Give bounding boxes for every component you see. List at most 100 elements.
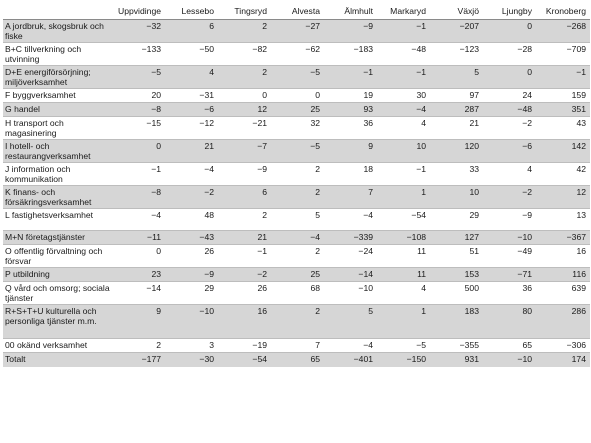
table-cell: −2 — [483, 116, 536, 140]
table-cell: 26 — [218, 281, 271, 305]
table-cell: −150 — [377, 352, 430, 367]
row-label: 00 okänd verksamhet — [3, 338, 112, 353]
table-cell: 36 — [324, 116, 377, 140]
table-cell: −207 — [430, 19, 483, 43]
table-cell: 5 — [430, 65, 483, 89]
table-cell: −9 — [324, 19, 377, 43]
table-cell: −133 — [112, 42, 165, 66]
table-cell: −21 — [218, 116, 271, 140]
table-cell: −1 — [377, 19, 430, 43]
table-cell: 4 — [377, 116, 430, 140]
row-label: I hotell- och restaurangverksamhet — [3, 139, 112, 163]
table-cell: −24 — [324, 244, 377, 268]
table-cell: −5 — [112, 65, 165, 89]
row-label: K finans- och försäkringsverksamhet — [3, 185, 112, 209]
table-cell: 2 — [218, 19, 271, 43]
row-label: R+S+T+U kulturella och personliga tjänst… — [3, 304, 112, 339]
table-cell: 7 — [324, 185, 377, 209]
table-cell: 10 — [430, 185, 483, 209]
table-cell: 5 — [271, 208, 324, 231]
table-row: K finans- och försäkringsverksamhet −8 −2 6… — [3, 185, 590, 209]
table-row: I hotell- och restaurangverksamhet 0 21 −7−… — [3, 139, 590, 163]
column-header: Lessebo — [165, 4, 218, 20]
row-label: Q vård och omsorg; sociala tjänster — [3, 281, 112, 305]
table-cell: −123 — [430, 42, 483, 66]
table-cell: −11 — [112, 230, 165, 245]
table-cell: −54 — [218, 352, 271, 367]
table-cell: 21 — [165, 139, 218, 163]
table-row: G handel −8 −6 12 25 93 −4 287 −48 351 — [3, 102, 590, 117]
table-cell: 116 — [536, 267, 590, 282]
table-cell: −14 — [324, 267, 377, 282]
table-cell: 65 — [271, 352, 324, 367]
table-cell: 4 — [377, 281, 430, 305]
table-cell: 2 — [271, 185, 324, 209]
total-row: Totalt −177 −30 −54 65 −401 −150 931 −10 174 — [3, 352, 590, 367]
table-cell: −28 — [483, 42, 536, 66]
table-cell: 24 — [483, 88, 536, 103]
table-cell: 1 — [377, 304, 430, 339]
table-cell: 2 — [218, 208, 271, 231]
table-cell: 500 — [430, 281, 483, 305]
table-cell: −10 — [483, 352, 536, 367]
table-row: J information och kommunikation −1 −4 −9 2 18… — [3, 162, 590, 186]
table-cell: 0 — [483, 19, 536, 43]
row-label: J information och kommunikation — [3, 162, 112, 186]
table-row: D+E energiförsörjning; miljöverksamhet −5… — [3, 65, 590, 89]
row-label: G handel — [3, 102, 112, 117]
table-cell: −10 — [165, 304, 218, 339]
table-cell: −355 — [430, 338, 483, 353]
table-cell: 23 — [112, 267, 165, 282]
column-header: Uppvidinge — [112, 4, 165, 20]
table-cell: 127 — [430, 230, 483, 245]
table-cell: 351 — [536, 102, 590, 117]
table-cell: 29 — [430, 208, 483, 231]
table-header: Uppvidinge Lessebo Tingsryd Alvesta Älmh… — [3, 4, 590, 20]
table-cell: 12 — [218, 102, 271, 117]
table-cell: 11 — [377, 267, 430, 282]
table-cell: 29 — [165, 281, 218, 305]
table-cell: −5 — [271, 65, 324, 89]
table-cell: 4 — [483, 162, 536, 186]
table-cell: 13 — [536, 208, 590, 231]
table-cell: 2 — [271, 244, 324, 268]
table-cell: 20 — [112, 88, 165, 103]
row-label: O offentlig förvaltning och försvar — [3, 244, 112, 268]
table-cell: −1 — [112, 162, 165, 186]
table-cell: −1 — [377, 162, 430, 186]
table-cell: −401 — [324, 352, 377, 367]
table-cell: 2 — [112, 338, 165, 353]
table-cell: −54 — [377, 208, 430, 231]
table-cell: −8 — [112, 102, 165, 117]
row-label: M+N företagstjänster — [3, 230, 112, 245]
table-cell: −183 — [324, 42, 377, 66]
table-cell: 6 — [218, 185, 271, 209]
table-cell: 80 — [483, 304, 536, 339]
table-cell: −32 — [112, 19, 165, 43]
table-cell: −709 — [536, 42, 590, 66]
table-cell: −27 — [271, 19, 324, 43]
table-cell: 0 — [112, 139, 165, 163]
table-cell: 21 — [430, 116, 483, 140]
table-cell: −1 — [377, 65, 430, 89]
table-cell: −15 — [112, 116, 165, 140]
table-row: R+S+T+U kulturella och personliga tjänst… — [3, 304, 590, 339]
table-cell: 42 — [536, 162, 590, 186]
table-cell: −4 — [377, 102, 430, 117]
table-cell: −108 — [377, 230, 430, 245]
table-cell: 48 — [165, 208, 218, 231]
table-cell: 11 — [377, 244, 430, 268]
table-cell: −4 — [112, 208, 165, 231]
table-cell: 287 — [430, 102, 483, 117]
table-cell: −5 — [271, 139, 324, 163]
table-cell: −1 — [324, 65, 377, 89]
table-cell: 19 — [324, 88, 377, 103]
table-cell: −14 — [112, 281, 165, 305]
table-cell: 2 — [271, 162, 324, 186]
table-cell: 7 — [271, 338, 324, 353]
table-cell: 32 — [271, 116, 324, 140]
table-cell: 0 — [112, 244, 165, 268]
table-cell: −367 — [536, 230, 590, 245]
table-cell: 9 — [112, 304, 165, 339]
header-row: Uppvidinge Lessebo Tingsryd Alvesta Älmh… — [3, 4, 590, 20]
